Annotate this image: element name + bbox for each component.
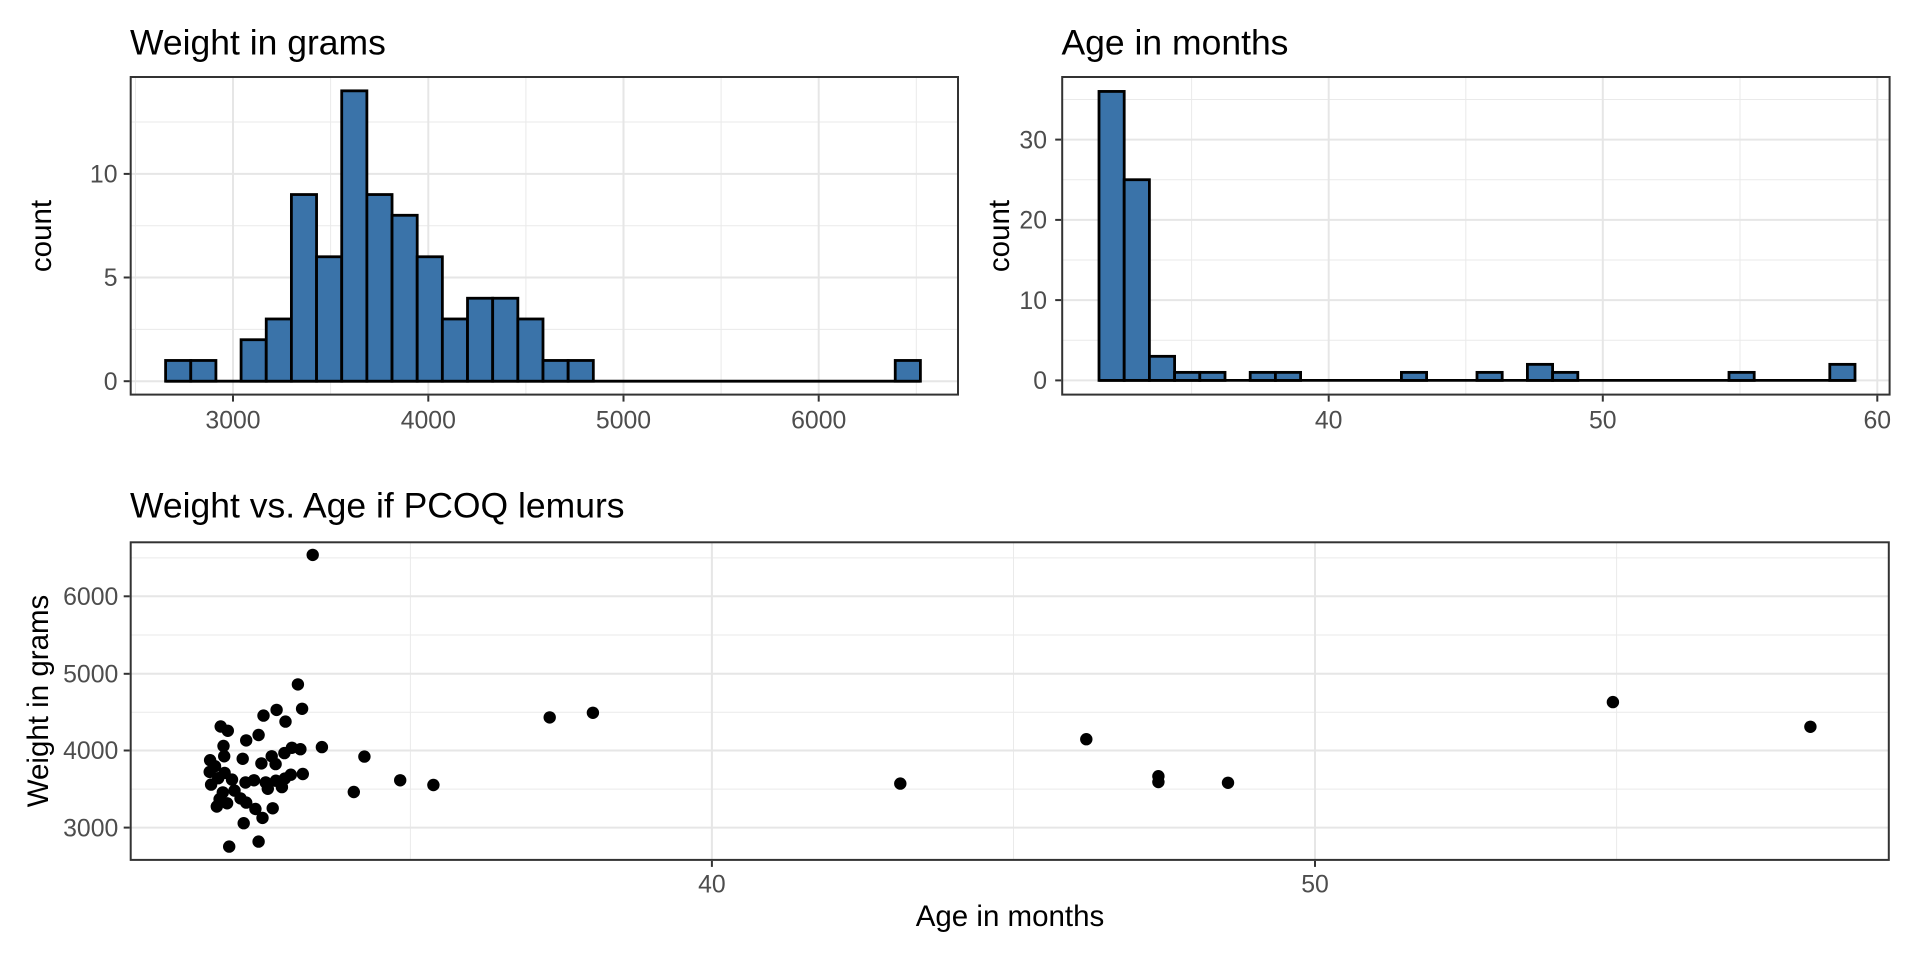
svg-text:6000: 6000 bbox=[791, 408, 846, 435]
svg-text:40: 40 bbox=[698, 871, 726, 898]
svg-text:50: 50 bbox=[1589, 408, 1617, 435]
svg-text:0: 0 bbox=[1033, 368, 1047, 395]
svg-text:5000: 5000 bbox=[63, 662, 118, 689]
svg-text:10: 10 bbox=[90, 162, 118, 189]
svg-text:count: count bbox=[25, 200, 58, 272]
svg-text:50: 50 bbox=[1301, 871, 1329, 898]
svg-text:6000: 6000 bbox=[63, 584, 118, 611]
svg-text:Weight vs. Age if PCOQ lemurs: Weight vs. Age if PCOQ lemurs bbox=[130, 486, 625, 526]
svg-text:Age in months: Age in months bbox=[1062, 23, 1289, 63]
svg-text:0: 0 bbox=[104, 369, 118, 396]
svg-text:30: 30 bbox=[1019, 127, 1047, 154]
svg-text:10: 10 bbox=[1019, 288, 1047, 315]
svg-text:5: 5 bbox=[104, 265, 118, 292]
svg-text:4000: 4000 bbox=[401, 408, 456, 435]
svg-text:4000: 4000 bbox=[63, 738, 118, 765]
svg-text:5000: 5000 bbox=[596, 408, 651, 435]
svg-text:3000: 3000 bbox=[205, 408, 260, 435]
svg-text:Weight in grams: Weight in grams bbox=[22, 595, 55, 808]
svg-text:3000: 3000 bbox=[63, 815, 118, 842]
svg-text:count: count bbox=[983, 200, 1016, 272]
svg-text:60: 60 bbox=[1864, 408, 1892, 435]
svg-text:Age in months: Age in months bbox=[916, 900, 1105, 933]
svg-text:20: 20 bbox=[1019, 208, 1047, 235]
svg-text:Weight in grams: Weight in grams bbox=[130, 23, 386, 63]
svg-text:40: 40 bbox=[1315, 408, 1343, 435]
